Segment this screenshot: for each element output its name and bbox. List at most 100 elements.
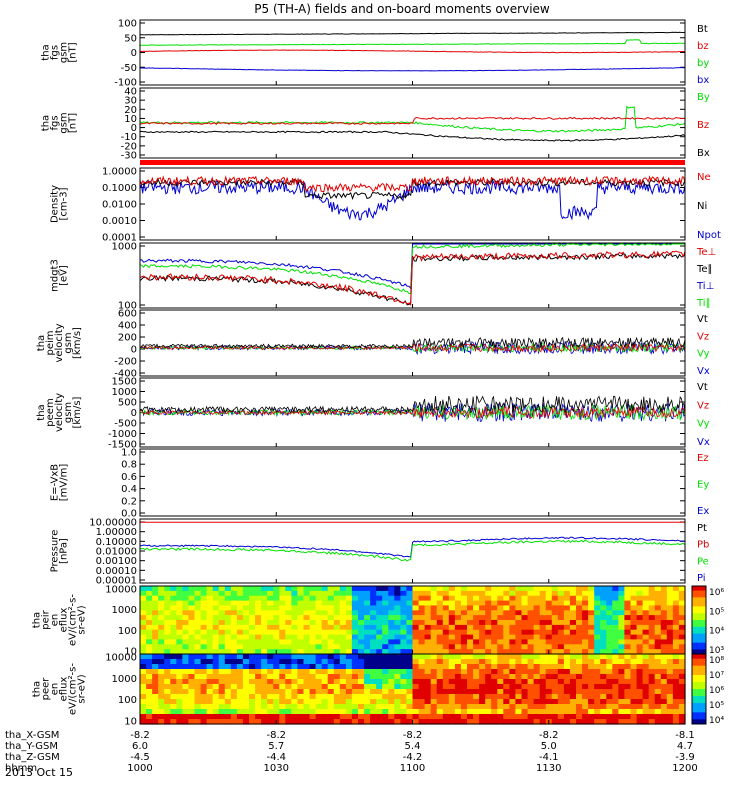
y-axis-label: [nT] bbox=[68, 113, 79, 133]
y-tick-label: 1.0 bbox=[121, 448, 137, 459]
y-axis-label: [eV] bbox=[59, 265, 70, 286]
y-tick-label: 10 bbox=[124, 114, 137, 125]
colorbar-label: 10⁵ bbox=[709, 607, 724, 617]
y-axis-label: en bbox=[50, 683, 61, 696]
y-axis-label: velocity bbox=[54, 323, 65, 362]
y-tick-label: 10000 bbox=[105, 653, 137, 664]
y-axis-label: eV/(cm²-s- bbox=[68, 663, 79, 715]
y-tick-label: 0.00100 bbox=[96, 556, 137, 567]
series-Ne bbox=[139, 175, 686, 193]
series-Ti-par bbox=[139, 243, 685, 295]
panel-frame bbox=[139, 309, 686, 377]
y-axis-label: peer bbox=[41, 677, 52, 701]
y-axis-label: sr-eV) bbox=[77, 674, 88, 703]
footer-value: 1000 bbox=[127, 763, 152, 774]
y-tick-label: -50 bbox=[121, 63, 137, 74]
footer-value: -8.2 bbox=[539, 730, 559, 741]
y-tick-label: 0.00010 bbox=[96, 566, 137, 577]
legend-entry: Vz bbox=[697, 331, 709, 342]
y-axis-label: fgs bbox=[50, 45, 61, 60]
y-tick-label: 0 bbox=[131, 408, 137, 419]
legend-entry: Ne bbox=[697, 172, 711, 183]
legend-entry: Ez bbox=[697, 453, 709, 464]
y-tick-label: 100 bbox=[118, 19, 137, 30]
legend-entry: Te∥ bbox=[696, 264, 713, 275]
y-axis-label: [km/s] bbox=[72, 327, 83, 359]
panel-density: 1.0000 0.1000 0.0100 0.0010 0.0001 Density[cm… bbox=[50, 167, 721, 244]
y-tick-label: 1500 bbox=[112, 377, 137, 388]
y-tick-label: 0.1000 bbox=[102, 183, 137, 194]
series-Bx bbox=[139, 130, 686, 142]
legend-entry: Vt bbox=[697, 314, 708, 325]
legend-entry: Ex bbox=[697, 506, 709, 517]
y-axis-label: [cm-3] bbox=[59, 187, 70, 220]
y-tick-label: 0.6 bbox=[121, 472, 137, 483]
series-Vt bbox=[139, 336, 686, 350]
y-tick-label: 500 bbox=[118, 398, 137, 409]
legend-entry: Ti∥ bbox=[696, 298, 711, 309]
y-axis-label: sr-eV) bbox=[77, 605, 88, 634]
y-axis-label: E=-VxB bbox=[50, 464, 61, 501]
panel-temp: 1000 100 mdgt3[eV] Te⊥ Te∥ Ti⊥ Ti∥ bbox=[50, 242, 717, 312]
series-By bbox=[139, 105, 686, 133]
y-tick-label: 1000 bbox=[112, 605, 137, 616]
footer-value: -3.9 bbox=[675, 752, 695, 763]
colorbar-label: 10⁸ bbox=[709, 656, 724, 666]
y-axis-label: gsm bbox=[59, 42, 70, 63]
footer-value: 1030 bbox=[264, 763, 289, 774]
panels-group: 100500-50-100thafgsgsm[nT]Btbzbybx403020… bbox=[32, 19, 725, 728]
colorbar-label: 10⁴ bbox=[709, 716, 724, 726]
series-Npot bbox=[139, 179, 686, 221]
y-axis-label: tha bbox=[32, 612, 43, 628]
y-axis-label: [nT] bbox=[68, 42, 79, 62]
legend-entry: Vz bbox=[697, 400, 709, 411]
series-Bz bbox=[139, 116, 686, 125]
colorbar-label: 10³ bbox=[709, 646, 724, 656]
footer-value: 1200 bbox=[672, 763, 697, 774]
y-axis-label: Pressure bbox=[50, 530, 61, 573]
y-tick-label: 0.0010 bbox=[102, 216, 137, 227]
footer-row-label: tha_Y-GSM bbox=[5, 741, 58, 752]
y-tick-label: 1000 bbox=[112, 242, 137, 253]
legend-entry: Bt bbox=[697, 24, 708, 35]
legend-entry: Pi bbox=[697, 573, 706, 584]
y-axis-label: tha bbox=[36, 404, 47, 420]
legend-entry: Vy bbox=[697, 349, 710, 360]
footer-value: -8.2 bbox=[130, 730, 150, 741]
legend-entry: By bbox=[697, 92, 710, 103]
colorbar-label: 10⁶ bbox=[709, 686, 724, 696]
series-Te-perp bbox=[139, 250, 686, 307]
colorbar-label: 10⁵ bbox=[709, 701, 724, 711]
y-axis-label: gsm bbox=[63, 332, 74, 353]
y-tick-label: 1.0000 bbox=[102, 167, 137, 178]
y-tick-label: 0.0001 bbox=[102, 233, 137, 244]
footer-value: 1130 bbox=[536, 763, 561, 774]
footer-value: 5.0 bbox=[541, 741, 557, 752]
y-axis-label: gsm bbox=[59, 112, 70, 133]
footer-value: -4.4 bbox=[266, 752, 286, 763]
series-Pe bbox=[139, 539, 686, 562]
y-tick-label: 1.00000 bbox=[96, 527, 137, 538]
y-axis-label: velocity bbox=[54, 393, 65, 432]
y-axis-label: eflux bbox=[59, 608, 70, 633]
y-tick-label: 100 bbox=[118, 695, 137, 706]
y-axis-label: tha bbox=[41, 115, 52, 131]
series-by bbox=[140, 39, 686, 46]
legend-entry: Te⊥ bbox=[696, 247, 716, 258]
footer-row-label: hhmm bbox=[5, 763, 37, 774]
y-tick-label: 1000 bbox=[112, 387, 137, 398]
y-tick-label: -1500 bbox=[108, 440, 137, 451]
y-axis-label: mdgt3 bbox=[50, 259, 61, 292]
y-tick-label: -400 bbox=[114, 369, 137, 380]
y-tick-label: 40 bbox=[124, 87, 137, 98]
footer-value: 5.4 bbox=[405, 741, 421, 752]
y-axis-label: gsm bbox=[63, 402, 74, 423]
panel-efield: 1.00.80.60.40.2 0.0 E=-VxB[mV/m] Ez Ey Ex bbox=[50, 448, 710, 520]
series-Vy bbox=[139, 404, 686, 422]
y-tick-label: 0 bbox=[131, 123, 137, 134]
date-label: 2013 Oct 15 bbox=[5, 766, 73, 779]
footer-value: -4.1 bbox=[539, 752, 559, 763]
y-tick-label: -100 bbox=[114, 78, 137, 89]
